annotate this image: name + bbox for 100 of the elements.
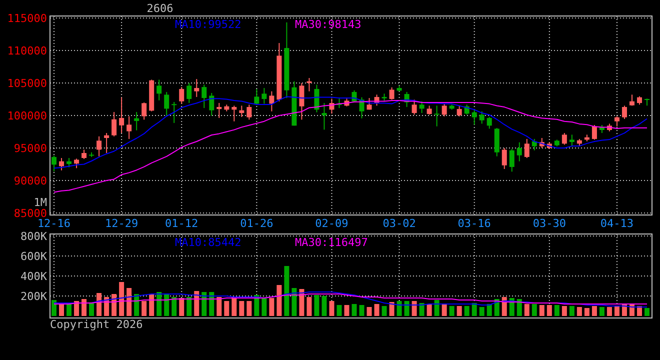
text: MA30:98143: [295, 18, 362, 31]
candlestick: [66, 158, 72, 168]
y-tick-label: 90000: [14, 174, 47, 188]
bar: [546, 305, 552, 316]
candlestick: [516, 142, 522, 162]
y-tick-label: 115000: [7, 12, 47, 25]
bar: [524, 304, 530, 316]
candlestick: [104, 132, 110, 154]
bar: [336, 305, 342, 316]
bar: [306, 297, 312, 316]
bar: [74, 301, 80, 316]
x-tick-label: 02-09: [315, 217, 348, 230]
bar: [52, 300, 56, 316]
candlestick: [96, 136, 102, 157]
bar: [359, 305, 364, 316]
bar: [382, 306, 387, 316]
candlestick: [59, 158, 64, 171]
bar: [179, 298, 184, 316]
candlestick: [239, 105, 244, 118]
bar: [434, 300, 440, 316]
candlestick: [202, 84, 207, 109]
candlestick: [164, 92, 170, 116]
bar: [209, 292, 214, 316]
bar: [366, 307, 372, 316]
bar: [119, 282, 124, 316]
candlestick: [592, 124, 597, 140]
bar: [246, 301, 252, 316]
candlestick: [412, 99, 417, 116]
bar: [284, 266, 290, 316]
candlestick: [232, 105, 237, 122]
x-tick-label: 03-02: [382, 217, 416, 230]
bar: [186, 297, 192, 316]
bar: [606, 307, 612, 316]
candlestick: [524, 138, 530, 159]
bar: [374, 304, 380, 316]
bar: [636, 306, 642, 316]
bar: [149, 294, 154, 316]
x-tick-label: 12-16: [37, 217, 71, 230]
candlestick: [509, 148, 514, 172]
bar: [456, 306, 462, 316]
text: MA10:85442: [175, 236, 242, 249]
bar: [472, 303, 477, 316]
y-tick-label: 100000: [7, 109, 47, 122]
line-series: [54, 294, 648, 304]
bar: [539, 305, 544, 316]
candlestick: [246, 104, 252, 120]
bar: [442, 304, 447, 316]
candlestick: [134, 111, 140, 131]
bar: [599, 307, 604, 316]
candlestick: [434, 105, 440, 127]
bar: [426, 304, 432, 316]
bar: [112, 294, 117, 316]
x-tick-label: 01-26: [240, 217, 274, 230]
candlestick: [322, 102, 327, 130]
candlestick: [172, 101, 177, 124]
candlestick: [479, 110, 484, 124]
bar: [486, 304, 492, 316]
y-tick-label: 800K: [20, 230, 48, 243]
bar: [584, 308, 590, 316]
bar: [82, 299, 87, 316]
bar: [239, 301, 244, 316]
candlestick: [186, 82, 192, 104]
bar: [479, 307, 484, 316]
bar: [569, 306, 574, 316]
bar: [164, 294, 170, 316]
candlestick: [569, 134, 574, 147]
bar: [532, 304, 537, 316]
candlestick: [119, 96, 124, 134]
candlestick: [269, 90, 274, 112]
candlestick: [532, 138, 537, 151]
candlestick: [126, 116, 132, 140]
candlestick: [472, 109, 477, 126]
bar: [614, 306, 620, 316]
bar: [216, 297, 222, 316]
bar: [262, 298, 267, 316]
bar: [254, 295, 260, 316]
bar: [322, 296, 327, 316]
y-tick-label: 600K: [20, 250, 48, 263]
candlestick: [142, 102, 147, 120]
candlestick: [194, 78, 200, 98]
candlestick: [419, 100, 424, 114]
candlestick: [614, 116, 620, 127]
candlestick: [299, 82, 304, 120]
bar: [449, 306, 454, 316]
x-tick-label: 01-12: [165, 217, 198, 230]
candlestick: [562, 132, 567, 146]
bar: [404, 301, 410, 316]
bar: [172, 297, 177, 316]
y-tick-label: 85000: [14, 206, 47, 220]
bar: [156, 292, 162, 316]
candlestick: [486, 116, 492, 130]
candlestick: [389, 86, 394, 100]
candlestick: [52, 155, 56, 172]
bar: [592, 306, 597, 316]
text: Copyright 2026: [50, 318, 143, 331]
bar: [562, 306, 567, 316]
bar: [352, 304, 357, 316]
bar: [396, 301, 402, 316]
bar: [299, 289, 304, 316]
candlestick: [82, 149, 87, 160]
